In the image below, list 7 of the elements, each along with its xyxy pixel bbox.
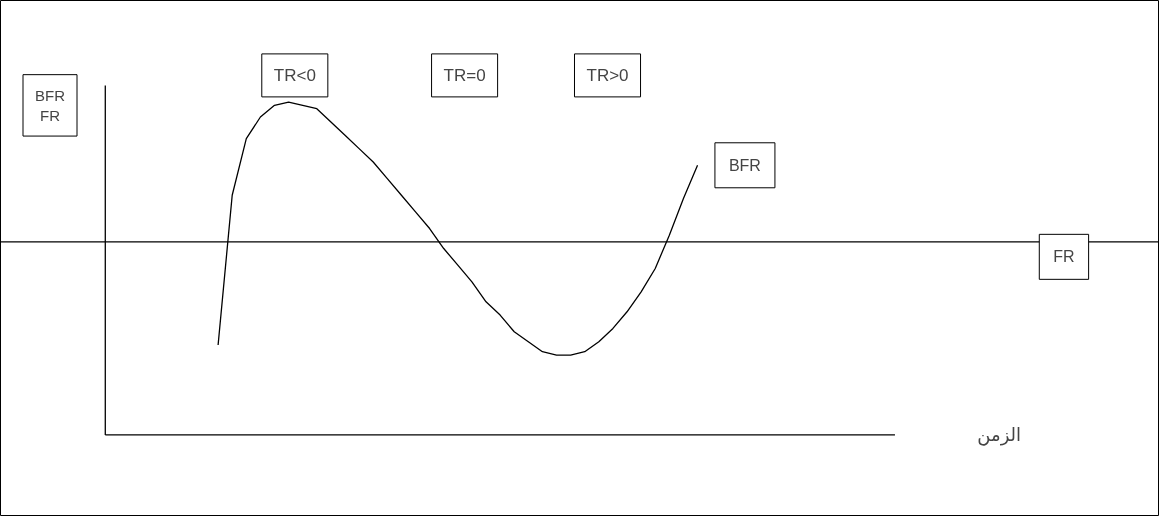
ref-line-label: FR [1053,248,1075,266]
series-label: BFR [728,156,761,174]
text: TR>0 [586,65,629,85]
text: TR=0 [443,65,486,85]
y-axis-title: BFR FR [35,86,66,125]
x-axis-title: الزمن [977,424,1022,447]
text: TR<0 [273,65,316,85]
